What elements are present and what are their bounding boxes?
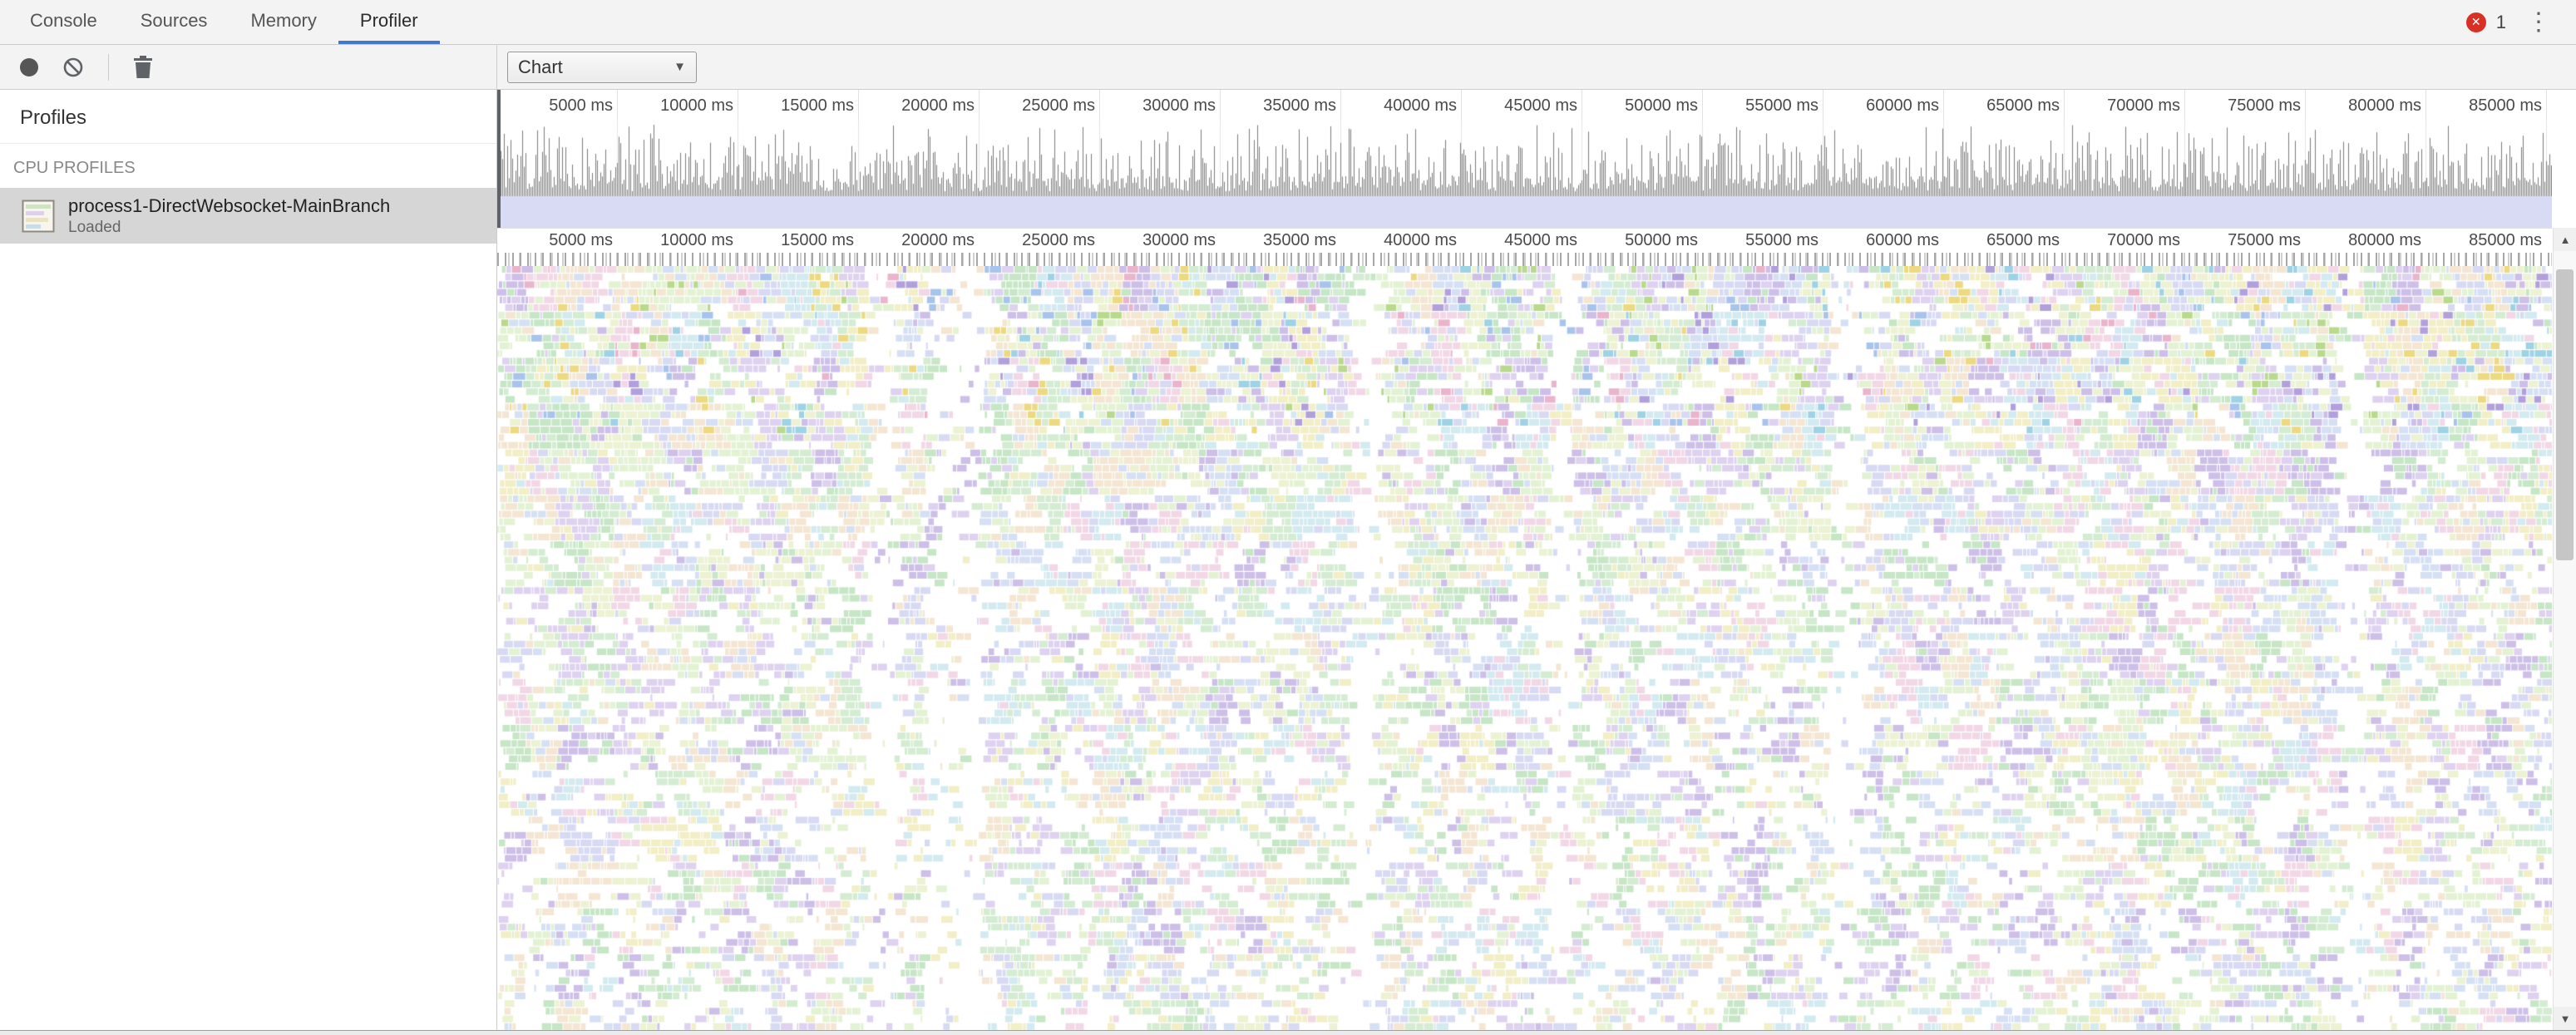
- profile-status: Loaded: [68, 218, 121, 236]
- tick-label: 5000 ms: [549, 231, 613, 249]
- overview-tick-labels: 5000 ms 10000 ms 15000 ms 20000 ms 25000 ms 3…: [497, 90, 2552, 121]
- selection-handle-left[interactable]: [497, 90, 501, 228]
- tab-memory[interactable]: Memory: [250, 9, 317, 31]
- profile-item[interactable]: process1-DirectWebsocket-MainBranch Loade…: [0, 188, 496, 244]
- tick-label: 40000 ms: [1384, 96, 1457, 115]
- clear-icon[interactable]: [62, 56, 85, 79]
- error-count[interactable]: 1: [2495, 11, 2506, 32]
- profile-list: process1-DirectWebsocket-MainBranch Loade…: [0, 188, 496, 244]
- profiler-main: 5000 ms 10000 ms 15000 ms 20000 ms 25000 ms 3…: [497, 90, 2576, 1030]
- tick-label: 40000 ms: [1384, 231, 1457, 249]
- tick-label: 75000 ms: [2228, 96, 2301, 115]
- tick-label: 15000 ms: [781, 231, 854, 249]
- timeline-ruler: 5000 ms 10000 ms 15000 ms 20000 ms 25000 ms 3…: [497, 228, 2552, 253]
- profiles-toolbar: [0, 45, 497, 89]
- tab-console[interactable]: Console: [30, 9, 97, 31]
- profile-icon: [22, 200, 55, 233]
- tick-label: 30000 ms: [1142, 96, 1216, 115]
- tick-label: 45000 ms: [1504, 96, 1577, 115]
- record-icon[interactable]: [20, 57, 38, 76]
- scrollbar-up-icon[interactable]: ▲: [2554, 228, 2576, 251]
- dropdown-arrow-icon: ▼: [674, 60, 686, 74]
- tab-strip: Console Sources Memory Profiler: [0, 0, 440, 44]
- tick-label: 55000 ms: [1745, 231, 1818, 249]
- tick-label: 65000 ms: [1986, 231, 2060, 249]
- tick-label: 25000 ms: [1022, 231, 1095, 249]
- tick-label: 70000 ms: [2107, 231, 2180, 249]
- tick-label: 60000 ms: [1866, 231, 1939, 249]
- overview-canvas[interactable]: [497, 121, 2552, 228]
- tick-label: 20000 ms: [901, 96, 975, 115]
- tick-label: 50000 ms: [1625, 96, 1698, 115]
- tick-label: 20000 ms: [901, 231, 975, 249]
- tick-label: 10000 ms: [660, 96, 733, 115]
- tick-label: 35000 ms: [1263, 96, 1336, 115]
- tick-label: 30000 ms: [1142, 231, 1216, 249]
- tick-label: 85000 ms: [2469, 96, 2542, 115]
- tick-label: 25000 ms: [1022, 96, 1095, 115]
- cpu-profiles-section-label: CPU PROFILES: [13, 159, 136, 177]
- tick-marks-band: [497, 253, 2552, 266]
- sidebar-heading: Profiles: [0, 90, 496, 144]
- tab-sources[interactable]: Sources: [140, 9, 208, 31]
- tick-label: 55000 ms: [1745, 96, 1818, 115]
- profile-text: process1-DirectWebsocket-MainBranch Loade…: [68, 195, 390, 237]
- bottom-edge: [0, 1030, 2576, 1035]
- scrollbar-thumb[interactable]: [2556, 269, 2574, 560]
- tab-bar: Console Sources Memory Profiler ✕ 1 ⋮: [0, 0, 2576, 45]
- tick-label: 85000 ms: [2469, 231, 2542, 249]
- tick-label: 75000 ms: [2228, 231, 2301, 249]
- cpu-overview[interactable]: [497, 90, 2552, 228]
- error-badge-icon[interactable]: ✕: [2465, 12, 2486, 32]
- tick-label: 45000 ms: [1504, 231, 1577, 249]
- tick-label: 70000 ms: [2107, 96, 2180, 115]
- toolbar: Chart ▼: [0, 45, 2576, 90]
- tick-label: 65000 ms: [1986, 96, 2060, 115]
- tick-label: 10000 ms: [660, 231, 733, 249]
- tick-label: 15000 ms: [781, 96, 854, 115]
- tick-label: 60000 ms: [1866, 96, 1939, 115]
- toolbar-divider: [108, 53, 109, 81]
- tick-label: 80000 ms: [2348, 96, 2421, 115]
- sidebar: Profiles CPU PROFILES process1-DirectWeb…: [0, 90, 497, 1030]
- tick-label: 5000 ms: [549, 96, 613, 115]
- tick-label: 50000 ms: [1625, 231, 1698, 249]
- flame-canvas[interactable]: [497, 266, 2552, 1030]
- overflow-menu-icon[interactable]: ⋮: [2526, 7, 2551, 36]
- tab-profiler[interactable]: Profiler: [338, 0, 440, 44]
- profile-name: process1-DirectWebsocket-MainBranch: [68, 195, 391, 216]
- tick-label: 35000 ms: [1263, 231, 1336, 249]
- chart-select[interactable]: Chart ▼: [507, 51, 697, 83]
- tab-bar-right: ✕ 1 ⋮: [2465, 0, 2576, 44]
- chart-select-value: Chart: [518, 56, 563, 77]
- vertical-scrollbar[interactable]: ▲ ▼: [2553, 228, 2576, 1030]
- content: Profiles CPU PROFILES process1-DirectWeb…: [0, 90, 2576, 1030]
- scrollbar-down-icon[interactable]: ▼: [2554, 1007, 2576, 1030]
- trash-icon[interactable]: [132, 55, 154, 80]
- view-toolbar: Chart ▼: [497, 45, 2576, 89]
- tick-label: 80000 ms: [2348, 231, 2421, 249]
